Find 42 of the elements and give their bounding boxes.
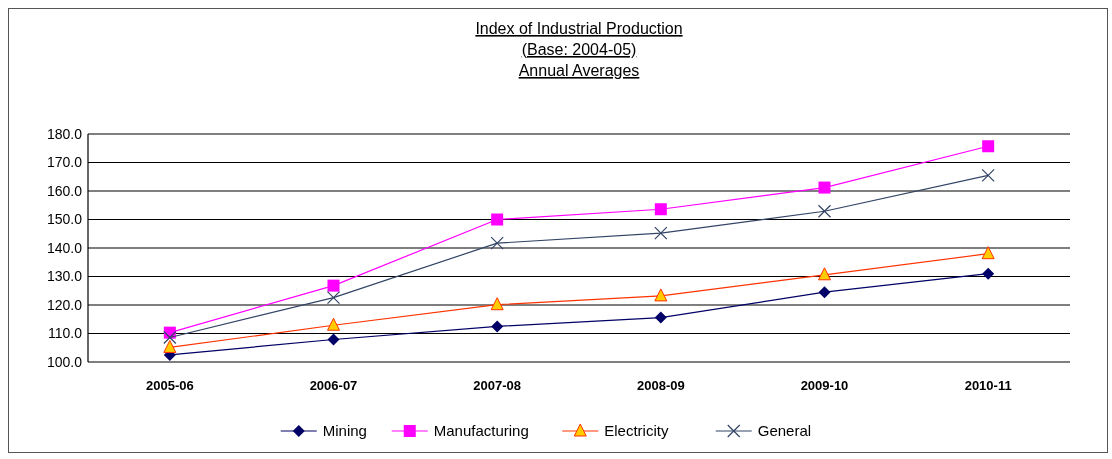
- y-tick-label: 180.0: [46, 125, 83, 142]
- point: [491, 320, 504, 333]
- y-tick-label: 130.0: [46, 268, 83, 285]
- point: [654, 311, 667, 324]
- x-tick-label: 2008-09: [636, 378, 685, 393]
- point: [490, 297, 504, 311]
- legend-label: General: [757, 422, 812, 440]
- point: [491, 213, 504, 226]
- point: [490, 236, 504, 250]
- point: [817, 204, 832, 218]
- y-tick-label: 140.0: [46, 239, 83, 256]
- x-tick-label: 2006-07: [309, 378, 358, 393]
- point: [163, 330, 177, 345]
- point: [818, 181, 831, 194]
- x-tick-label: 2009-10: [800, 378, 849, 393]
- y-tick-label: 110.0: [48, 325, 83, 342]
- legend-label: Manufacturing: [433, 422, 529, 440]
- point: [654, 203, 667, 216]
- point: [982, 140, 995, 153]
- x-tick-label: 2005-06: [145, 378, 194, 393]
- point: [654, 226, 668, 240]
- point: [163, 339, 177, 353]
- point: [327, 279, 340, 292]
- point: [982, 267, 995, 280]
- y-tick-label: 170.0: [46, 154, 83, 171]
- point: [981, 168, 995, 182]
- chart-title: Index of Industrial Production (Base: 2004-05) Annual Averages: [475, 20, 683, 79]
- legend-label: Electricity: [604, 422, 669, 440]
- point: [981, 246, 995, 260]
- point: [326, 290, 341, 305]
- x-tick-label: 2007-08: [473, 378, 522, 393]
- point: [327, 317, 340, 331]
- x-tick-label: 2010-11: [964, 378, 1012, 393]
- y-tick-label: 150.0: [46, 211, 83, 228]
- point: [327, 333, 340, 346]
- point: [654, 288, 668, 302]
- y-tick-label: 120.0: [46, 296, 83, 313]
- y-tick-label: 100.0: [46, 353, 83, 370]
- point: [818, 286, 831, 299]
- y-tick-label: 160.0: [46, 182, 83, 199]
- point: [818, 267, 831, 281]
- legend-label: Mining: [322, 422, 367, 440]
